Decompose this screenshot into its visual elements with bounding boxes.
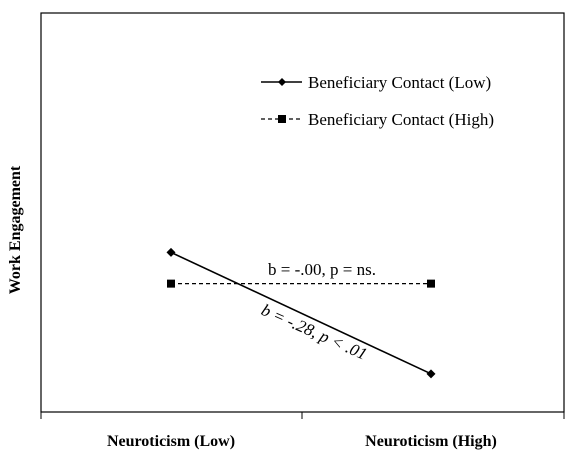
annotation-low-contact: b = -.28, p < .01 <box>258 300 370 364</box>
legend-label-low: Beneficiary Contact (Low) <box>308 73 491 92</box>
legend-marker-high <box>278 115 286 123</box>
series-point-low-contact-high-neuroticism <box>426 369 436 379</box>
legend: Beneficiary Contact (Low) Beneficiary Co… <box>261 73 494 129</box>
annotation-high-contact: b = -.00, p = ns. <box>268 260 376 279</box>
legend-marker-low <box>278 78 286 86</box>
y-axis-label: Work Engagement <box>7 165 24 294</box>
legend-label-high: Beneficiary Contact (High) <box>308 110 494 129</box>
series-point-high-contact-low-neuroticism <box>167 279 175 288</box>
series-point-low-contact-low-neuroticism <box>166 247 176 257</box>
x-tick-label-low: Neuroticism (Low) <box>107 433 235 450</box>
series-line-beneficiary-contact-low <box>170 251 432 375</box>
series-point-high-contact-high-neuroticism <box>427 279 435 288</box>
x-tick-label-high: Neuroticism (High) <box>365 433 497 450</box>
